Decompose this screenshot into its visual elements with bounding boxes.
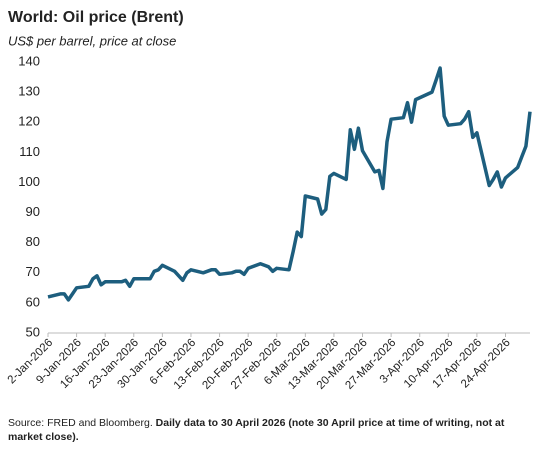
source: Source: FRED and Bloomberg. bbox=[8, 417, 153, 429]
chart: World: Oil price (Brent) US$ per barrel,… bbox=[6, 9, 532, 392]
y-tick-label: 80 bbox=[26, 234, 40, 249]
y-tick-label: 50 bbox=[26, 324, 40, 339]
y-tick-label: 110 bbox=[19, 144, 40, 159]
chart-subtitle: US$ per barrel, price at close bbox=[8, 33, 176, 48]
note: Daily data to 30 April 2026 (note 30 Apr… bbox=[8, 417, 505, 443]
y-tick-label: 60 bbox=[26, 294, 40, 309]
y-tick-label: 100 bbox=[18, 174, 40, 189]
y-tick-label: 130 bbox=[18, 84, 40, 99]
y-tick-label: 140 bbox=[18, 53, 40, 68]
y-tick-label: 70 bbox=[26, 264, 40, 279]
price-line bbox=[47, 66, 532, 302]
footnote: Source: FRED and Bloomberg. Daily data t… bbox=[8, 416, 538, 444]
chart-title: World: Oil price (Brent) bbox=[8, 9, 184, 26]
y-tick-label: 120 bbox=[18, 114, 40, 129]
y-tick-label: 90 bbox=[26, 204, 40, 219]
